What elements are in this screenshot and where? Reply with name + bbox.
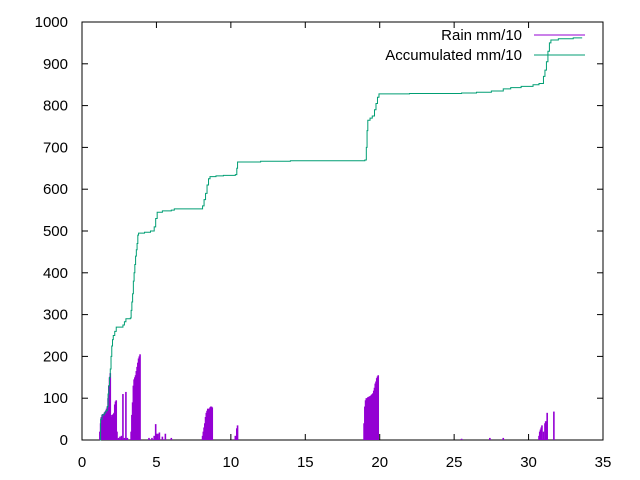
y-tick-label: 1000 bbox=[35, 14, 68, 31]
x-tick-label: 30 bbox=[520, 454, 537, 471]
legend-label-rain: Rain mm/10 bbox=[441, 27, 522, 44]
x-tick-label: 5 bbox=[152, 454, 160, 471]
rain-series bbox=[99, 354, 555, 440]
y-tick-label: 800 bbox=[43, 98, 68, 115]
x-tick-label: 25 bbox=[446, 454, 463, 471]
y-axis: 0 100 200 300 400 500 600 700 800 900 1000 bbox=[35, 14, 603, 449]
x-tick-label: 20 bbox=[371, 454, 388, 471]
x-tick-label: 35 bbox=[595, 454, 612, 471]
y-tick-label: 400 bbox=[43, 265, 68, 282]
y-tick-label: 900 bbox=[43, 56, 68, 73]
y-tick-label: 0 bbox=[60, 432, 68, 449]
x-tick-label: 15 bbox=[297, 454, 314, 471]
y-tick-label: 100 bbox=[43, 390, 68, 407]
accumulated-series bbox=[99, 37, 583, 441]
legend: Rain mm/10 Accumulated mm/10 bbox=[385, 27, 585, 64]
x-tick-label: 10 bbox=[223, 454, 240, 471]
y-tick-label: 300 bbox=[43, 307, 68, 324]
accumulated-line bbox=[99, 37, 583, 441]
y-tick-label: 500 bbox=[43, 223, 68, 240]
x-axis: 0 5 10 15 20 25 30 35 bbox=[78, 22, 612, 471]
legend-label-accumulated: Accumulated mm/10 bbox=[385, 47, 522, 64]
y-tick-label: 700 bbox=[43, 139, 68, 156]
y-tick-label: 600 bbox=[43, 181, 68, 198]
x-tick-label: 0 bbox=[78, 454, 86, 471]
plot-frame bbox=[81, 21, 604, 441]
y-tick-label: 200 bbox=[43, 348, 68, 365]
